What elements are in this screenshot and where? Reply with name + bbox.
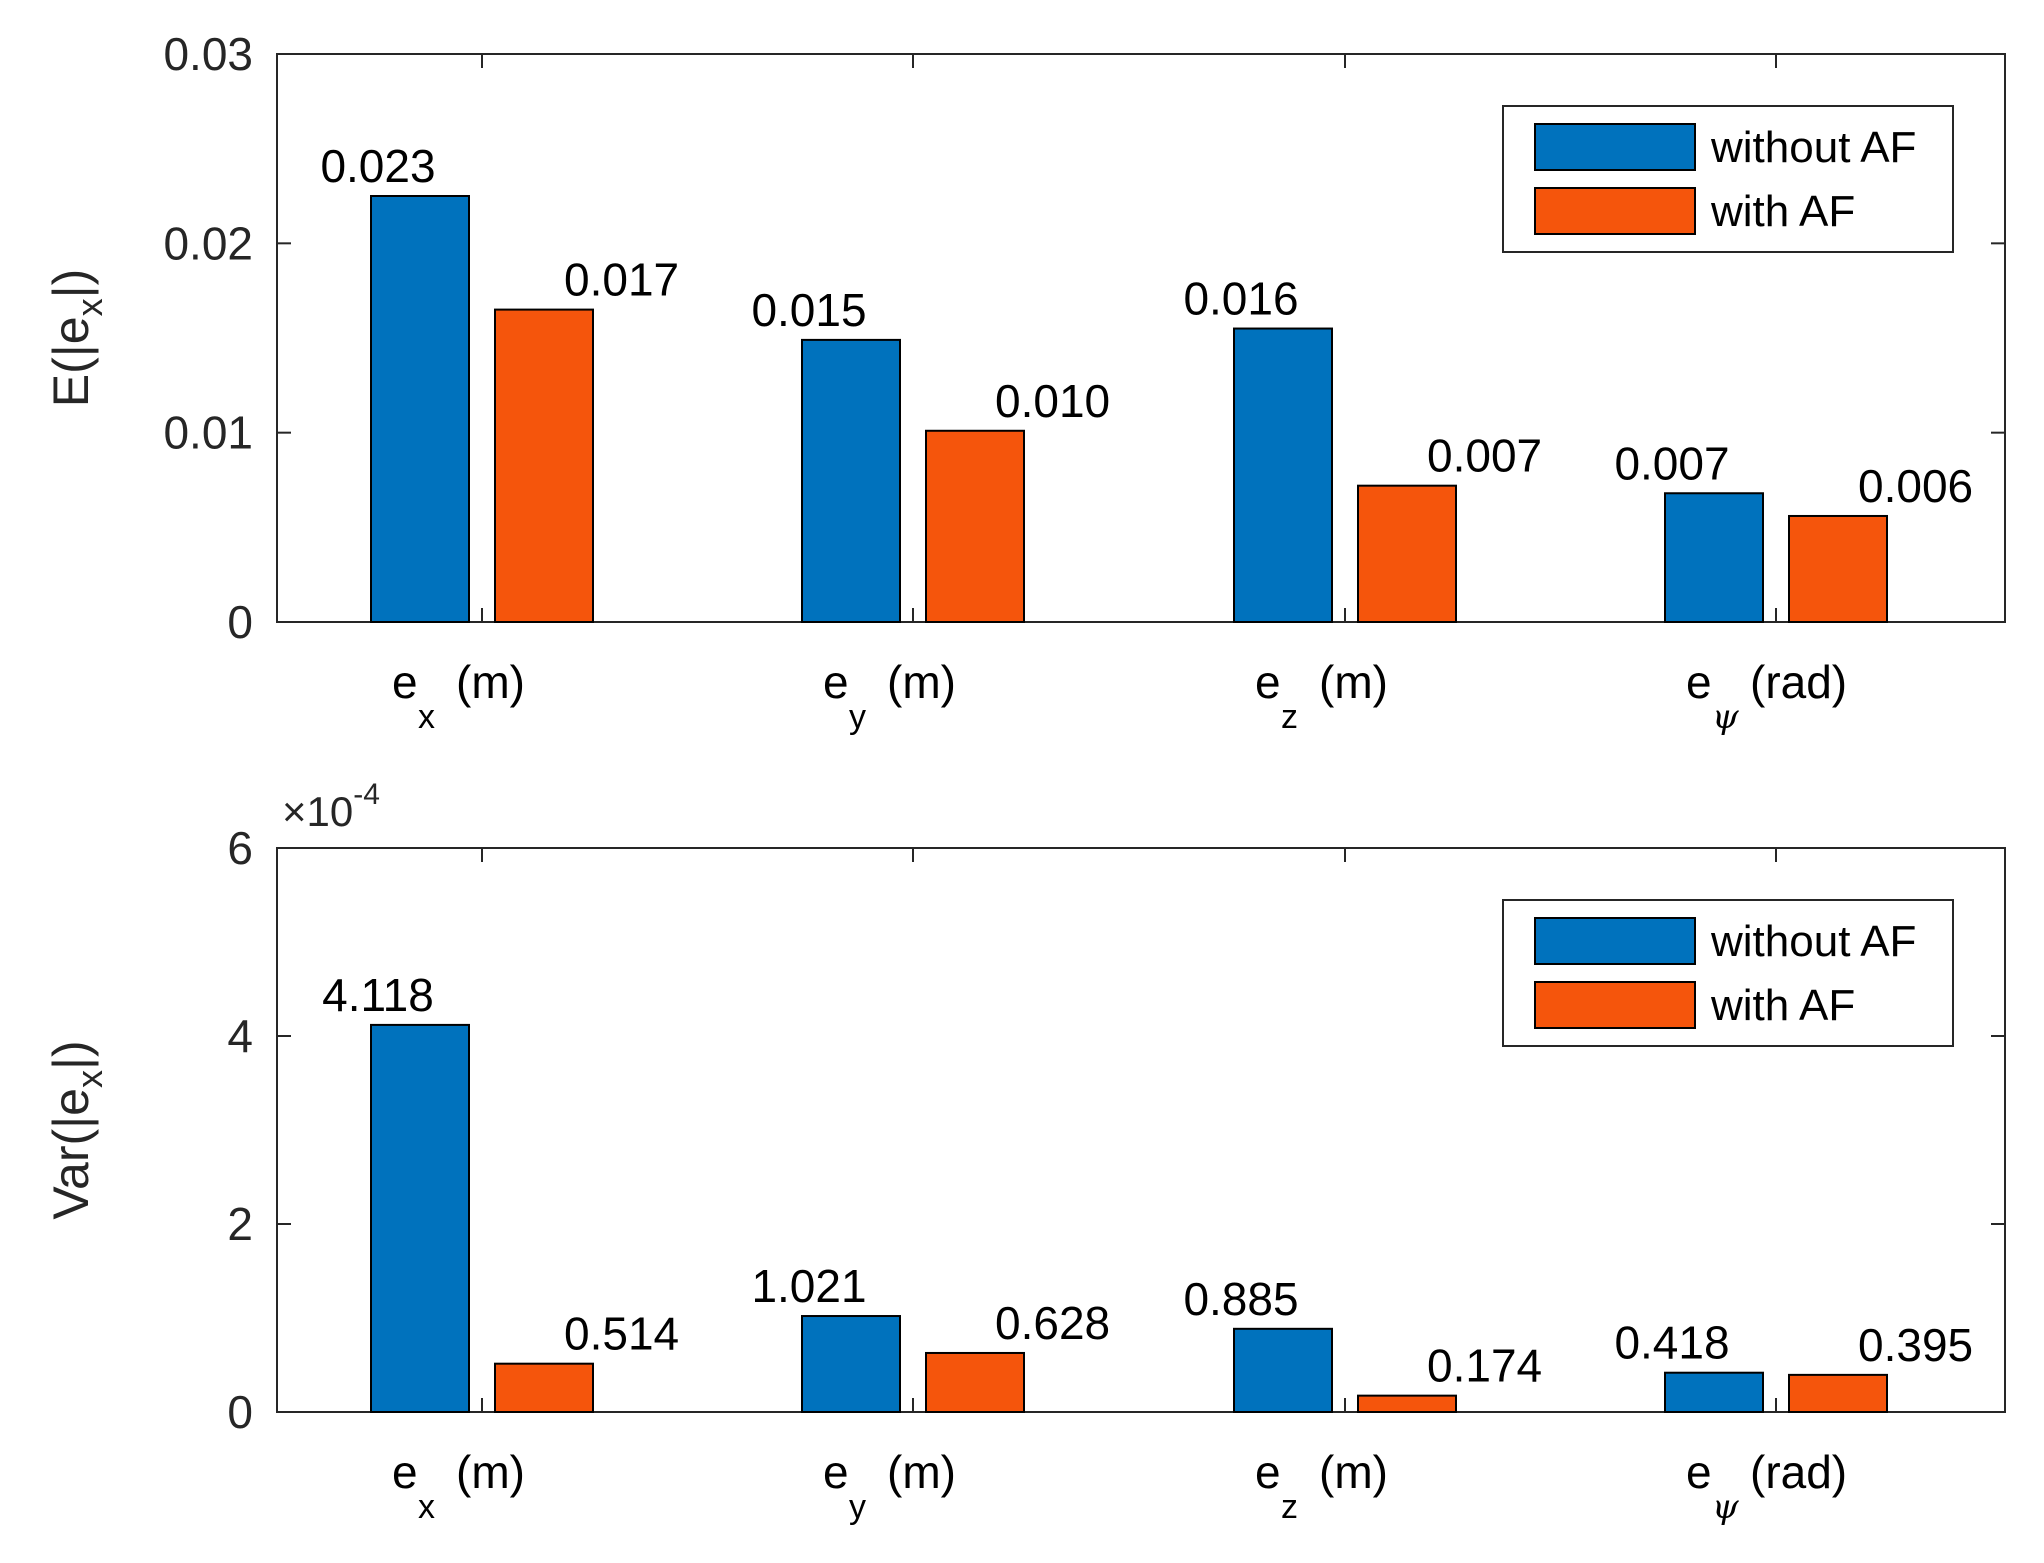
- x-category-unit: (m): [887, 1446, 956, 1498]
- axes-box: [276, 847, 2006, 1413]
- bar-without-af: [801, 338, 901, 623]
- bar-with-af: [494, 1362, 594, 1413]
- y-axis-label-sub: x: [69, 298, 110, 316]
- data-label: 4.118: [322, 969, 434, 1021]
- bar-with-af: [925, 429, 1025, 624]
- bar-without-af: [801, 1315, 901, 1413]
- x-category-sub: ψ: [1712, 1487, 1739, 1527]
- y-tick-label: 2: [227, 1198, 253, 1250]
- x-category-label: ey (m): [823, 656, 956, 736]
- data-label: 0.010: [995, 375, 1110, 427]
- data-label: 0.418: [1614, 1317, 1729, 1369]
- x-category-label: ez (m): [1255, 1446, 1388, 1526]
- x-category-sub: z: [1281, 1488, 1298, 1526]
- x-category-unit: (m): [456, 656, 525, 708]
- x-category-label: ey (m): [823, 1446, 956, 1526]
- y-tick-label: 6: [227, 822, 253, 874]
- x-category-sub: x: [418, 698, 435, 736]
- legend: without AF with AF: [1502, 105, 1954, 253]
- x-category-sub: y: [849, 1488, 866, 1526]
- bar-with-af: [1357, 1394, 1457, 1414]
- x-category-label: ex (m): [392, 656, 525, 736]
- legend-entry: without AF: [1710, 123, 1916, 172]
- x-category-sub: z: [1281, 698, 1298, 736]
- x-category-unit: (rad): [1750, 1446, 1847, 1498]
- x-category-main: e: [1686, 1446, 1712, 1498]
- x-category-main: e: [1255, 656, 1281, 708]
- data-label: 0.514: [564, 1308, 679, 1360]
- bar-without-af: [1233, 1327, 1333, 1414]
- legend-swatch: [1534, 187, 1696, 235]
- x-category-unit: (m): [1319, 1446, 1388, 1498]
- y-tick-label: 0.02: [163, 217, 253, 269]
- legend: without AF with AF: [1502, 899, 1954, 1047]
- data-label: 0.395: [1858, 1319, 1973, 1371]
- bar-without-af: [1233, 327, 1333, 623]
- data-label: 0.007: [1614, 437, 1729, 489]
- bar-without-af: [370, 1023, 470, 1413]
- y-axis-label-end: |): [43, 1040, 99, 1070]
- bar-without-af: [1664, 492, 1764, 623]
- y-tick-label: 0.03: [163, 28, 253, 80]
- x-category-main: e: [392, 656, 418, 708]
- legend-swatch: [1534, 917, 1696, 965]
- x-category-label: ez (m): [1255, 656, 1388, 736]
- bar-with-af: [1788, 1373, 1888, 1413]
- legend-swatch: [1534, 981, 1696, 1029]
- y-axis-label: Var(|ex|): [43, 1040, 110, 1219]
- y-axis-label-end: |): [43, 269, 99, 299]
- legend-entry: with AF: [1710, 187, 1855, 236]
- x-category-sub: ψ: [1712, 697, 1739, 737]
- y-tick-label: 0: [227, 1386, 253, 1438]
- legend-entry: without AF: [1710, 917, 1916, 966]
- y-tick-label: 4: [227, 1010, 253, 1062]
- data-label: 0.023: [320, 140, 435, 192]
- bar-without-af: [370, 195, 470, 623]
- data-label: 0.885: [1183, 1273, 1298, 1325]
- data-label: 0.628: [995, 1297, 1110, 1349]
- x-category-label: eψ (rad): [1686, 656, 1847, 737]
- y-exponent-label: ×10-4: [282, 778, 380, 835]
- x-category-main: e: [823, 1446, 849, 1498]
- x-category-main: e: [1686, 656, 1712, 708]
- legend-entry: with AF: [1710, 981, 1855, 1030]
- y-exponent-power: -4: [353, 778, 380, 811]
- y-tick-label: 0.01: [163, 407, 253, 459]
- y-axis-label-sub: x: [69, 1070, 110, 1088]
- x-category-label: ex (m): [392, 1446, 525, 1526]
- x-category-sub: x: [418, 1488, 435, 1526]
- y-tick-label: 0: [227, 596, 253, 648]
- x-category-sub: y: [849, 698, 866, 736]
- data-label: 0.174: [1427, 1340, 1542, 1392]
- chart-panel-mean: 0 0.01 0.02 0.03 0.023 0.015 0.016 0.007 0.017 0.…: [43, 28, 2006, 737]
- x-category-unit: (m): [1319, 656, 1388, 708]
- x-category-main: e: [823, 656, 849, 708]
- data-label: 0.006: [1858, 460, 1973, 512]
- bar-with-af: [1788, 514, 1888, 623]
- bar-with-af: [494, 308, 594, 623]
- x-category-main: e: [1255, 1446, 1281, 1498]
- data-label: 0.016: [1183, 273, 1298, 325]
- data-label: 0.007: [1427, 430, 1542, 482]
- data-label: 0.017: [564, 254, 679, 306]
- y-axis-label: E(|ex|): [43, 269, 110, 407]
- data-label: 0.015: [751, 284, 866, 336]
- y-axis-label-main: E(|e: [43, 316, 99, 407]
- x-category-label: eψ (rad): [1686, 1446, 1847, 1527]
- x-category-unit: (rad): [1750, 656, 1847, 708]
- data-label: 1.021: [751, 1260, 866, 1312]
- x-category-unit: (m): [887, 656, 956, 708]
- bar-without-af: [1664, 1371, 1764, 1414]
- bar-with-af: [1357, 484, 1457, 623]
- legend-swatch: [1534, 123, 1696, 171]
- bar-with-af: [925, 1351, 1025, 1414]
- x-category-unit: (m): [456, 1446, 525, 1498]
- y-exponent-base: ×10: [282, 788, 353, 835]
- y-axis-label-main: Var(|e: [43, 1088, 99, 1220]
- chart-panel-variance: 0 2 4 6 4.118 1.021 0.885 0.418 0.514 0.628 0.174 0…: [43, 778, 2006, 1527]
- axes-box: [276, 53, 2006, 623]
- x-category-main: e: [392, 1446, 418, 1498]
